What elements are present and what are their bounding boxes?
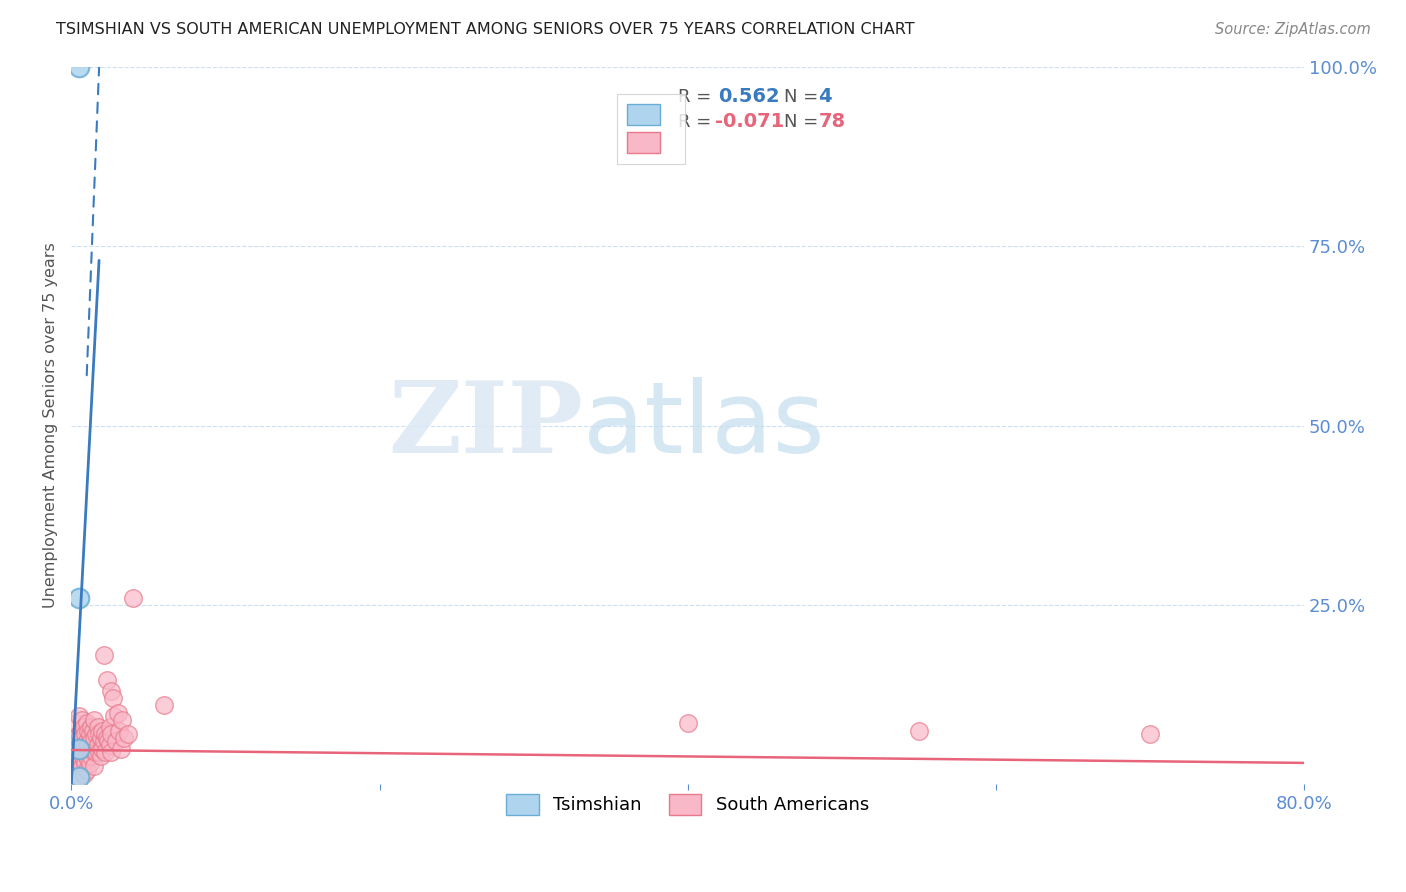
Point bbox=[112, 731, 135, 745]
Point bbox=[76, 734, 98, 748]
Point bbox=[76, 763, 98, 777]
Text: 4: 4 bbox=[818, 87, 832, 106]
Point bbox=[94, 745, 117, 759]
Point bbox=[908, 723, 931, 738]
Point bbox=[87, 745, 110, 759]
Point bbox=[86, 720, 108, 734]
Point bbox=[75, 741, 97, 756]
Point bbox=[98, 720, 121, 734]
Point bbox=[79, 741, 101, 756]
Legend: Tsimshian, South Americans: Tsimshian, South Americans bbox=[495, 783, 880, 826]
Point bbox=[93, 648, 115, 663]
Point bbox=[84, 727, 107, 741]
Point bbox=[1139, 727, 1161, 741]
Point bbox=[76, 748, 98, 763]
Point bbox=[83, 759, 105, 773]
Point bbox=[80, 748, 103, 763]
Point bbox=[67, 759, 90, 773]
Point bbox=[103, 709, 125, 723]
Point bbox=[70, 713, 93, 727]
Point bbox=[69, 756, 91, 770]
Point bbox=[676, 716, 699, 731]
Point bbox=[82, 723, 104, 738]
Point bbox=[79, 727, 101, 741]
Point bbox=[93, 734, 115, 748]
Point bbox=[72, 738, 94, 752]
Point bbox=[69, 723, 91, 738]
Text: 0.562: 0.562 bbox=[718, 87, 780, 106]
Point bbox=[96, 731, 118, 745]
Point bbox=[76, 716, 98, 731]
Point bbox=[84, 745, 107, 759]
Point bbox=[152, 698, 174, 713]
Point bbox=[67, 741, 90, 756]
Point bbox=[65, 716, 87, 731]
Point bbox=[66, 734, 89, 748]
Text: TSIMSHIAN VS SOUTH AMERICAN UNEMPLOYMENT AMONG SENIORS OVER 75 YEARS CORRELATION: TSIMSHIAN VS SOUTH AMERICAN UNEMPLOYMENT… bbox=[56, 22, 915, 37]
Point bbox=[66, 748, 89, 763]
Point bbox=[80, 734, 103, 748]
Point bbox=[79, 756, 101, 770]
Point bbox=[83, 713, 105, 727]
Point bbox=[83, 731, 105, 745]
Point bbox=[94, 727, 117, 741]
Point bbox=[72, 766, 94, 780]
Point bbox=[111, 713, 134, 727]
Point bbox=[87, 727, 110, 741]
Point bbox=[75, 756, 97, 770]
Point bbox=[90, 731, 112, 745]
Text: N =: N = bbox=[785, 87, 824, 106]
Point bbox=[105, 734, 128, 748]
Point bbox=[108, 723, 131, 738]
Point bbox=[75, 727, 97, 741]
Point bbox=[82, 741, 104, 756]
Point bbox=[67, 738, 90, 752]
Point bbox=[107, 706, 129, 720]
Text: R =: R = bbox=[678, 113, 717, 131]
Point bbox=[100, 727, 122, 741]
Point bbox=[77, 738, 100, 752]
Point bbox=[72, 720, 94, 734]
Text: R =: R = bbox=[678, 87, 717, 106]
Point bbox=[100, 684, 122, 698]
Point bbox=[70, 759, 93, 773]
Point bbox=[117, 727, 139, 741]
Point bbox=[67, 709, 90, 723]
Point bbox=[67, 591, 90, 605]
Text: atlas: atlas bbox=[583, 377, 824, 474]
Point bbox=[67, 770, 90, 784]
Point bbox=[90, 748, 112, 763]
Point bbox=[69, 741, 91, 756]
Point bbox=[101, 691, 124, 706]
Point bbox=[72, 752, 94, 766]
Point bbox=[77, 723, 100, 738]
Text: N =: N = bbox=[785, 113, 824, 131]
Text: Source: ZipAtlas.com: Source: ZipAtlas.com bbox=[1215, 22, 1371, 37]
Point bbox=[91, 741, 114, 756]
Point bbox=[110, 741, 132, 756]
Point bbox=[77, 752, 100, 766]
Y-axis label: Unemployment Among Seniors over 75 years: Unemployment Among Seniors over 75 years bbox=[44, 243, 58, 608]
Point bbox=[70, 745, 93, 759]
Point bbox=[67, 748, 90, 763]
Point bbox=[91, 723, 114, 738]
Text: ZIP: ZIP bbox=[388, 377, 583, 474]
Point bbox=[67, 727, 90, 741]
Point bbox=[100, 745, 122, 759]
Point bbox=[86, 738, 108, 752]
Point bbox=[122, 591, 145, 605]
Point bbox=[67, 770, 90, 784]
Point bbox=[83, 745, 105, 759]
Point bbox=[98, 738, 121, 752]
Point bbox=[80, 720, 103, 734]
Point bbox=[97, 734, 120, 748]
Point bbox=[67, 60, 90, 74]
Text: -0.071: -0.071 bbox=[714, 112, 785, 131]
Point bbox=[96, 673, 118, 688]
Point bbox=[70, 731, 93, 745]
Text: 78: 78 bbox=[818, 112, 845, 131]
